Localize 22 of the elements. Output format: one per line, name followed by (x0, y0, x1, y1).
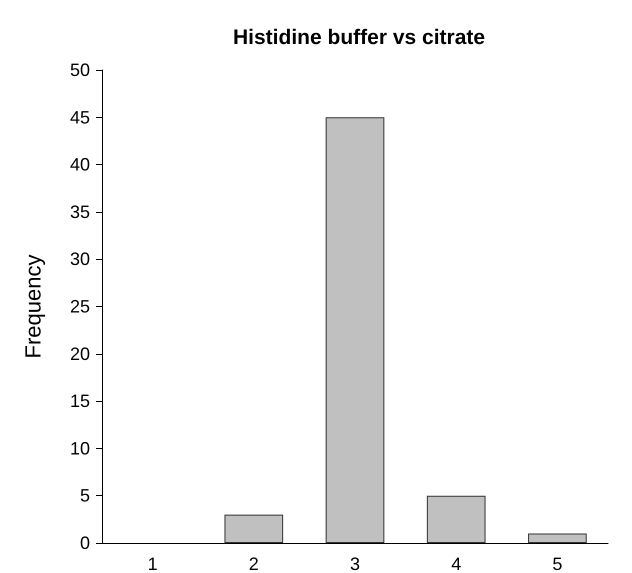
y-tick-label: 10 (70, 438, 90, 458)
bar (224, 514, 284, 543)
y-tick-label: 40 (70, 154, 90, 175)
bar (426, 496, 486, 543)
bar (326, 117, 384, 543)
y-tick-label: 45 (70, 107, 90, 128)
x-tick-label: 3 (350, 554, 360, 573)
x-tick-label: 1 (148, 554, 158, 573)
x-tick-label: 5 (552, 554, 562, 573)
y-tick-label: 20 (70, 344, 90, 364)
y-tick-label: 50 (70, 60, 90, 80)
bar (528, 534, 587, 543)
x-tick-label: 2 (248, 554, 259, 573)
chart-title: Histidine buffer vs citrate (233, 26, 486, 49)
y-tick-label: 5 (80, 486, 90, 506)
y-tick-label: 15 (70, 391, 90, 412)
x-tick-label: 4 (451, 554, 462, 573)
y-axis-title: Frequency (20, 254, 46, 358)
y-tick-label: 25 (70, 296, 90, 316)
y-tick-label: 0 (80, 533, 90, 553)
y-tick-label: 30 (70, 249, 90, 270)
y-tick-label: 35 (70, 202, 90, 222)
